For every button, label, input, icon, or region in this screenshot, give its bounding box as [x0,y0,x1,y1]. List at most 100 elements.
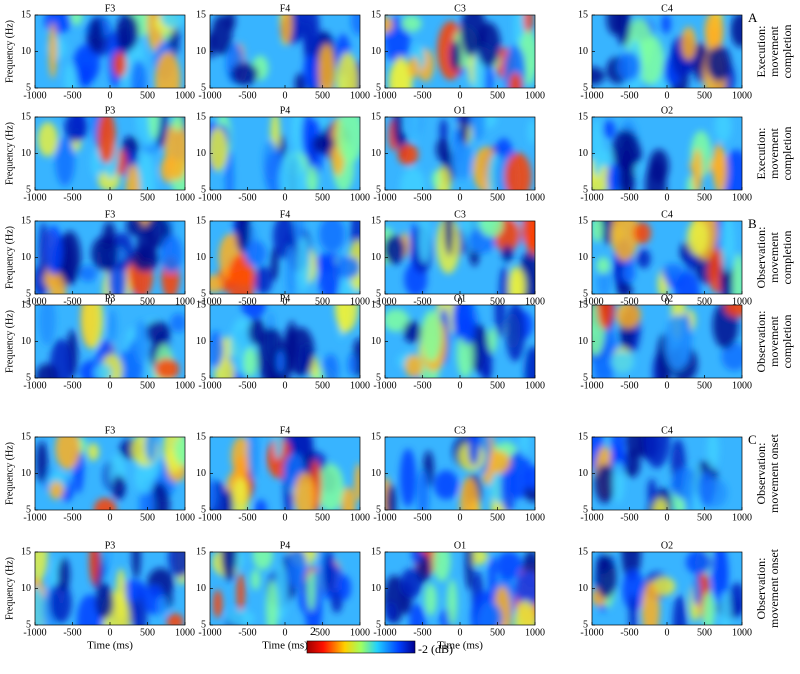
y-tick-label: 10 [21,46,31,57]
x-tick-label: -1000 [23,627,46,638]
row-label: Execution: [754,128,768,180]
heatmap [592,305,742,378]
x-tick-label: -1000 [198,296,221,307]
heatmap [385,15,535,88]
heatmap [210,221,360,294]
y-tick-label: 10 [21,148,31,159]
row-label: movement [767,128,781,179]
x-tick-label: -500 [238,296,256,307]
y-tick-label: 5 [583,184,588,195]
y-tick-label: 10 [578,336,588,347]
y-tick-label: 10 [21,252,31,263]
row-label: Execution: [754,26,768,78]
x-tick-label: -1000 [373,296,396,307]
y-axis-label: Frequency (Hz) [4,20,15,83]
x-axis-label: Time (ms) [87,640,133,652]
y-tick-label: 10 [21,468,31,479]
x-tick-label: 0 [283,296,288,307]
panel-title: O1 [454,105,466,116]
section-letter: C [748,432,757,447]
x-tick-label: 1000 [732,627,752,638]
x-tick-label: 500 [315,90,330,101]
panel: O1 -1000 -500 0 500 1000 5 10 15 Time (ms) [371,540,545,652]
heatmap [210,437,360,510]
heatmap [35,305,185,378]
x-tick-label: -1000 [580,627,603,638]
x-tick-label: 500 [140,192,155,203]
x-tick-label: 0 [458,627,463,638]
x-tick-label: -1000 [23,296,46,307]
y-tick-label: 5 [583,504,588,515]
panel: C3 -1000 -500 0 500 1000 5 10 15 [371,209,545,307]
panel-title: P3 [105,540,116,551]
y-tick-label: 15 [371,546,381,557]
x-tick-label: -1000 [373,627,396,638]
x-tick-label: 0 [665,192,670,203]
y-axis-label: Frequency (Hz) [4,226,15,289]
x-tick-label: 1000 [525,627,545,638]
x-tick-label: 1000 [525,90,545,101]
y-tick-label: 15 [196,299,206,310]
panel-title: F3 [105,425,116,436]
panel-title: P4 [280,293,291,304]
x-tick-label: 1000 [175,90,195,101]
y-tick-label: 5 [376,619,381,630]
y-tick-label: 5 [201,82,206,93]
x-tick-label: -1000 [373,380,396,391]
x-tick-label: 1000 [732,512,752,523]
x-tick-label: 500 [490,380,505,391]
x-tick-label: 500 [490,296,505,307]
x-tick-label: -1000 [373,512,396,523]
x-tick-label: 500 [697,90,712,101]
x-tick-label: 0 [458,296,463,307]
y-tick-label: 15 [196,9,206,20]
x-tick-label: 500 [490,512,505,523]
row-label: completion [780,231,794,285]
panel-title: O1 [454,540,466,551]
x-tick-label: 0 [108,296,113,307]
panel-title: O2 [661,293,673,304]
x-tick-label: -500 [413,627,431,638]
heatmap [592,437,742,510]
x-tick-label: 500 [315,192,330,203]
x-tick-label: -1000 [580,512,603,523]
heatmap [210,117,360,190]
row-label: completion [780,127,794,181]
panel: O2 -1000 -500 0 500 1000 5 10 15 [578,105,752,203]
panel: O1 -1000 -500 0 500 1000 5 10 15 [371,293,545,391]
x-tick-label: -1000 [198,627,221,638]
x-tick-label: -500 [63,90,81,101]
y-tick-label: 15 [196,215,206,226]
x-tick-label: 0 [665,380,670,391]
x-tick-label: 500 [315,512,330,523]
y-tick-label: 15 [578,111,588,122]
x-axis-label: Time (ms) [437,640,483,652]
heatmap [592,221,742,294]
y-tick-label: 15 [21,215,31,226]
x-tick-label: 0 [458,90,463,101]
heatmap [592,117,742,190]
y-tick-label: 5 [376,372,381,383]
x-tick-label: 1000 [525,192,545,203]
panel-title: C4 [661,425,673,436]
y-tick-label: 5 [201,504,206,515]
panel: O2 -1000 -500 0 500 1000 5 10 15 [578,293,752,391]
y-tick-label: 5 [583,619,588,630]
y-tick-label: 5 [26,82,31,93]
x-tick-label: 500 [490,90,505,101]
x-tick-label: 500 [697,380,712,391]
panel-title: O1 [454,293,466,304]
x-tick-label: 500 [140,380,155,391]
x-tick-label: 1000 [175,627,195,638]
y-tick-label: 10 [371,336,381,347]
x-tick-label: -500 [63,512,81,523]
x-tick-label: 1000 [732,296,752,307]
x-tick-label: 1000 [732,192,752,203]
x-tick-label: 500 [697,192,712,203]
x-tick-label: -500 [413,512,431,523]
section-letter: A [748,10,758,25]
y-tick-label: 15 [21,9,31,20]
y-tick-label: 15 [371,215,381,226]
panel-title: P4 [280,540,291,551]
panel: P3 -1000 -500 0 500 1000 5 10 15 Frequency (Hz) Ti… [4,540,195,652]
